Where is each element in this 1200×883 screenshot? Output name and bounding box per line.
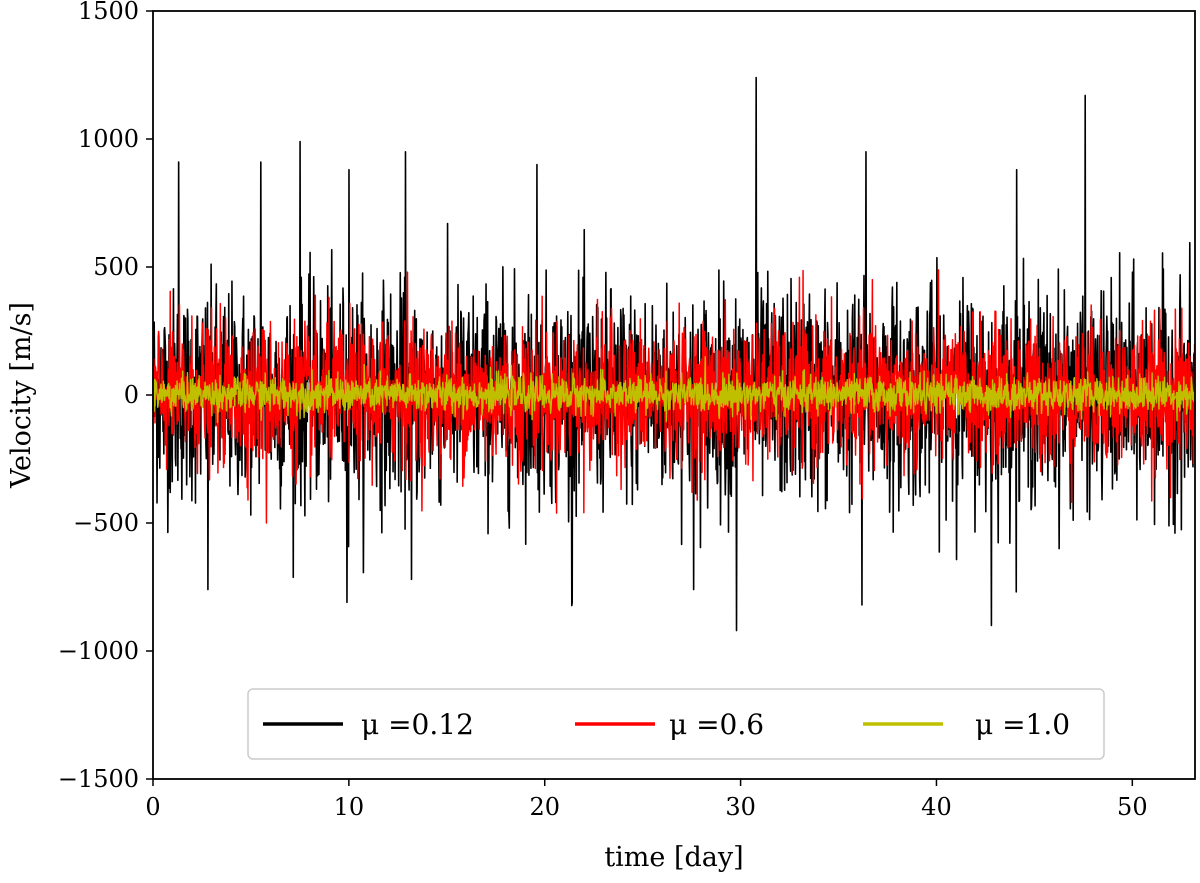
x-tick-label: 0 [145, 793, 160, 821]
legend: μ =0.12 μ =0.6 μ =1.0 [247, 688, 1105, 760]
y-tick-label: −500 [73, 509, 139, 537]
x-tick-label: 50 [1117, 793, 1148, 821]
series-layer [152, 76, 1196, 632]
y-tick-label: −1000 [58, 637, 139, 665]
y-tick-label: 0 [124, 381, 139, 409]
x-tick-label: 20 [529, 793, 560, 821]
x-tick-label: 40 [921, 793, 952, 821]
y-tick-label: 1000 [78, 125, 139, 153]
y-tick-label: 1500 [78, 0, 139, 25]
x-axis-label: time [day] [604, 842, 743, 873]
ticks-layer: 0 10 20 30 40 50 −1500 −1000 −500 0 500 1000 1500 [58, 0, 1148, 821]
legend-label-mu-06: μ =0.6 [669, 708, 764, 741]
x-tick-label: 10 [334, 793, 365, 821]
y-tick-label: 500 [93, 253, 139, 281]
x-tick-label: 30 [725, 793, 756, 821]
series-line-3 [152, 355, 1196, 424]
legend-box [247, 688, 1105, 760]
y-tick-label: −1500 [58, 765, 139, 793]
series-line-2 [152, 269, 1196, 524]
y-axis-label: Velocity [m/s] [6, 302, 37, 489]
legend-label-mu-10: μ =1.0 [975, 708, 1070, 741]
legend-label-mu-012: μ =0.12 [361, 708, 474, 741]
